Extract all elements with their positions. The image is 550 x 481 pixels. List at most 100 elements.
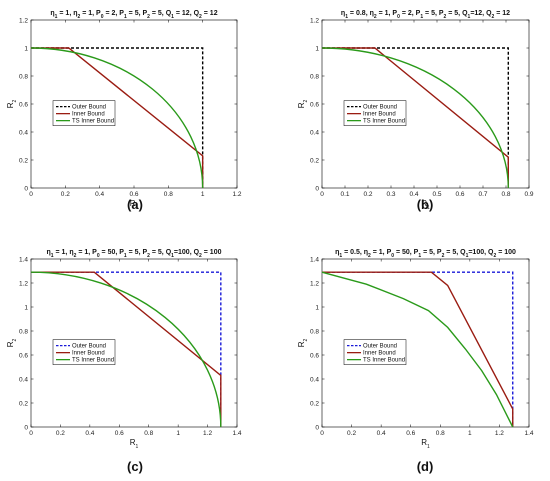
legend-label: TS Inner Bound: [72, 358, 114, 364]
chart-title: η1 = 1, η2 = 1, P0 = 2, P1 = 5, P2 = 5, …: [50, 10, 217, 20]
x-tick-label: 1: [201, 191, 205, 198]
y-tick-label: 0: [315, 424, 319, 431]
y-tick-label: 0.6: [310, 101, 319, 108]
y-tick-label: 0.2: [19, 400, 28, 407]
y-axis-label: R2: [6, 339, 18, 348]
y-tick-label: 0.8: [310, 328, 319, 335]
y-tick-label: 0.8: [19, 73, 28, 80]
x-axis-label: R1: [130, 438, 139, 450]
x-tick-label: 1.2: [495, 430, 504, 437]
x-tick-label: 0: [320, 191, 324, 198]
panel-b: 0 0.1 0.2 0.3 0.4 0.5 0.6 0.7 0.8 0.9 0 0.2 0.4 0.6 0.…: [297, 10, 534, 212]
panel-caption: (b): [417, 197, 434, 212]
y-tick-label: 0.2: [19, 157, 28, 164]
outer-bound-line: [322, 47, 509, 188]
x-tick-label: 0.1: [340, 191, 349, 198]
x-tick-label: 0.4: [409, 191, 418, 198]
y-tick-label: 0.4: [19, 376, 28, 383]
y-axis-label: R2: [297, 100, 309, 109]
x-tick-label: 0.3: [386, 191, 395, 198]
legend-label: Inner Bound: [363, 351, 396, 357]
y-tick-label: 1.4: [310, 256, 319, 263]
y-axis-label: R2: [297, 339, 309, 348]
y-tick-label: 0.8: [310, 73, 319, 80]
y-tick-label: 0: [24, 185, 28, 192]
y-axis-label: R2: [6, 100, 18, 109]
x-tick-label: 0.8: [436, 430, 445, 437]
x-tick-label: 1: [176, 430, 180, 437]
legend-label: Outer Bound: [72, 105, 106, 111]
y-tick-label: 1: [24, 304, 28, 311]
x-axis-label: R1: [130, 199, 139, 211]
chart-title: η1 = 0.5, η2 = 1, P0 = 50, P1 = 5, P2 = …: [335, 249, 516, 259]
legend-label: Inner Bound: [72, 351, 105, 357]
inner-bound-line: [31, 47, 204, 188]
legend-label: TS Inner Bound: [72, 119, 114, 125]
legend-label: Inner Bound: [363, 112, 396, 118]
ts-inner-bound-line: [321, 47, 509, 189]
panel-caption: (a): [127, 197, 143, 212]
x-tick-label: 1.2: [232, 191, 241, 198]
inner-bound-line: [322, 47, 509, 188]
x-tick-label: 0.6: [115, 430, 124, 437]
y-tick-label: 0.4: [310, 129, 319, 136]
x-tick-label: 0.2: [56, 430, 65, 437]
inner-bound-line: [322, 271, 514, 427]
panel-a: 0 0.2 0.4 0.6 0.8 1 1.2 0 0.2 0.4 0.6 0.8 1 1.2 Outer …: [6, 10, 242, 212]
x-tick-label: 0.2: [363, 191, 372, 198]
chart-title: η1 = 1, η2 = 1, P0 = 50, P1 = 5, P2 = 5,…: [46, 249, 221, 259]
x-tick-label: 0.2: [61, 191, 70, 198]
x-tick-label: 0.6: [455, 191, 464, 198]
y-tick-label: 0.4: [310, 376, 319, 383]
legend-label: Outer Bound: [72, 344, 106, 350]
panel-caption: (d): [417, 459, 434, 474]
y-tick-label: 0.6: [19, 101, 28, 108]
x-tick-label: 1: [468, 430, 472, 437]
legend-label: Inner Bound: [72, 112, 105, 118]
outer-bound-line: [31, 47, 204, 188]
y-tick-label: 1.2: [310, 280, 319, 287]
x-tick-label: 0.6: [129, 191, 138, 198]
ts-inner-bound-line: [30, 271, 222, 428]
y-tick-label: 1: [315, 45, 319, 52]
ts-inner-bound-line: [30, 47, 204, 189]
x-tick-label: 0.9: [524, 191, 533, 198]
x-tick-label: 0.8: [144, 430, 153, 437]
panel-c: 0 0.2 0.4 0.6 0.8 1 1.2 1.4 0 0.2 0.4 0.6 0.8 1 1.2 1.4…: [6, 249, 242, 474]
x-axis-label: R1: [421, 438, 430, 450]
legend-label: Outer Bound: [363, 105, 397, 111]
x-tick-label: 0.4: [95, 191, 104, 198]
inner-bound-line: [31, 271, 222, 427]
x-tick-label: 0.8: [501, 191, 510, 198]
x-tick-label: 1.4: [524, 430, 533, 437]
y-tick-label: 0: [315, 185, 319, 192]
x-tick-label: 0.5: [432, 191, 441, 198]
y-tick-label: 1.4: [19, 256, 28, 263]
y-tick-label: 0.6: [19, 352, 28, 359]
x-tick-label: 1.2: [203, 430, 212, 437]
y-tick-label: 0: [24, 424, 28, 431]
y-tick-label: 1.2: [310, 17, 319, 24]
y-tick-label: 0.2: [310, 157, 319, 164]
x-tick-label: 0.4: [85, 430, 94, 437]
y-tick-label: 0.2: [310, 400, 319, 407]
ts-inner-bound-line: [321, 271, 514, 428]
legend-label: TS Inner Bound: [363, 119, 405, 125]
x-tick-label: 1.4: [232, 430, 241, 437]
y-tick-label: 1: [315, 304, 319, 311]
legend-label: Outer Bound: [363, 344, 397, 350]
y-tick-label: 1: [24, 45, 28, 52]
y-tick-label: 0.8: [19, 328, 28, 335]
x-tick-label: 0.8: [164, 191, 173, 198]
x-axis-label: R1: [421, 199, 430, 211]
chart-title: η1 = 0.8, η2 = 1, P0 = 2, P1 = 5, P2 = 5…: [341, 10, 510, 20]
panel-d: 0 0.2 0.4 0.6 0.8 1 1.2 1.4 0 0.2 0.4 0.6 0.8 1 1.2 1.4…: [297, 249, 534, 474]
x-tick-label: 0.6: [406, 430, 415, 437]
y-tick-label: 0.4: [19, 129, 28, 136]
outer-bound-line: [322, 271, 514, 427]
x-tick-label: 0.2: [347, 430, 356, 437]
x-tick-label: 0.7: [478, 191, 487, 198]
